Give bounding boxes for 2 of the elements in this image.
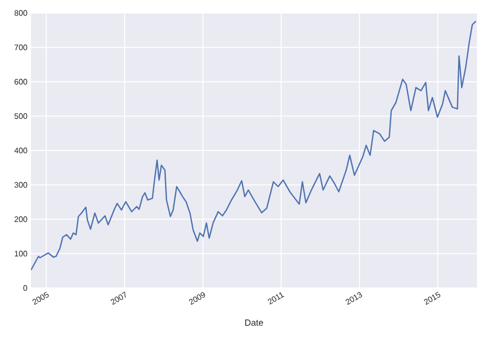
line-series [31, 20, 476, 271]
x-axis-title: Date [245, 320, 264, 326]
